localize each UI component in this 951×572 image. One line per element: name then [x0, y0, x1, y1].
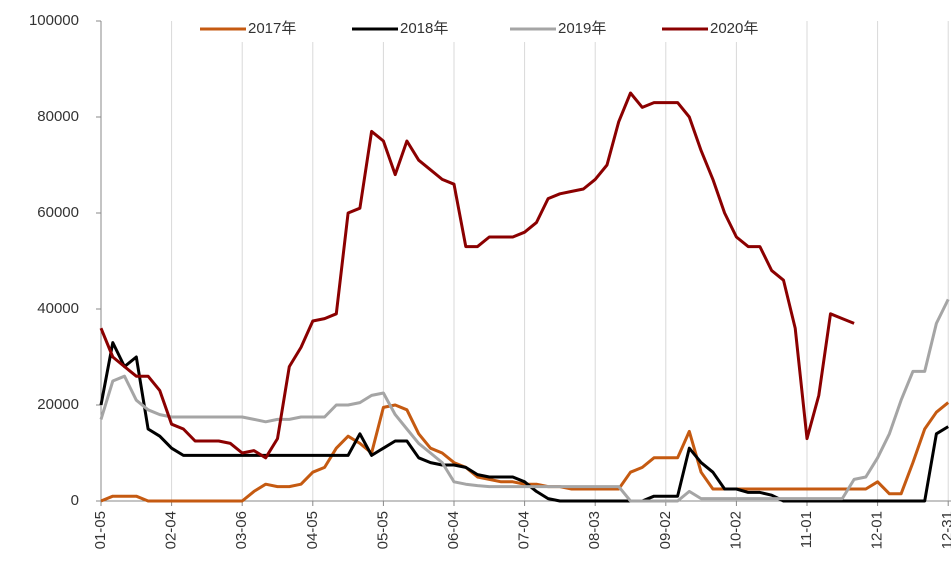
x-tick-label: 10-02 — [727, 511, 744, 549]
x-tick-label: 12-31 — [939, 511, 951, 549]
series-line — [100, 401, 950, 503]
x-tick-label: 06-04 — [445, 511, 462, 549]
series-line — [99, 298, 950, 503]
x-tick-label: 07-04 — [516, 511, 533, 549]
y-tick-label: 80000 — [37, 108, 79, 125]
x-tick-label: 11-01 — [798, 511, 815, 548]
legend-label: 2020年 — [710, 20, 758, 37]
x-tick-label: 08-03 — [586, 511, 603, 549]
legend-label: 2019年 — [558, 20, 606, 37]
y-tick-label: 40000 — [37, 300, 79, 317]
series-line — [99, 341, 949, 503]
x-tick-label: 12-01 — [869, 511, 886, 549]
y-tick-label: 0 — [71, 492, 79, 509]
x-tick-label: 02-04 — [163, 511, 180, 549]
y-tick-label: 100000 — [29, 12, 79, 29]
y-tick-label: 60000 — [37, 204, 79, 221]
legend-label: 2017年 — [248, 20, 296, 37]
legend-label: 2018年 — [400, 20, 448, 37]
x-tick-label: 04-05 — [304, 511, 321, 549]
x-tick-label: 01-05 — [92, 511, 109, 549]
x-tick-label: 09-02 — [657, 511, 674, 549]
x-tick-label: 03-06 — [233, 511, 250, 549]
series-line — [99, 91, 855, 460]
y-tick-label: 20000 — [37, 396, 79, 413]
x-tick-label: 05-05 — [374, 511, 391, 549]
